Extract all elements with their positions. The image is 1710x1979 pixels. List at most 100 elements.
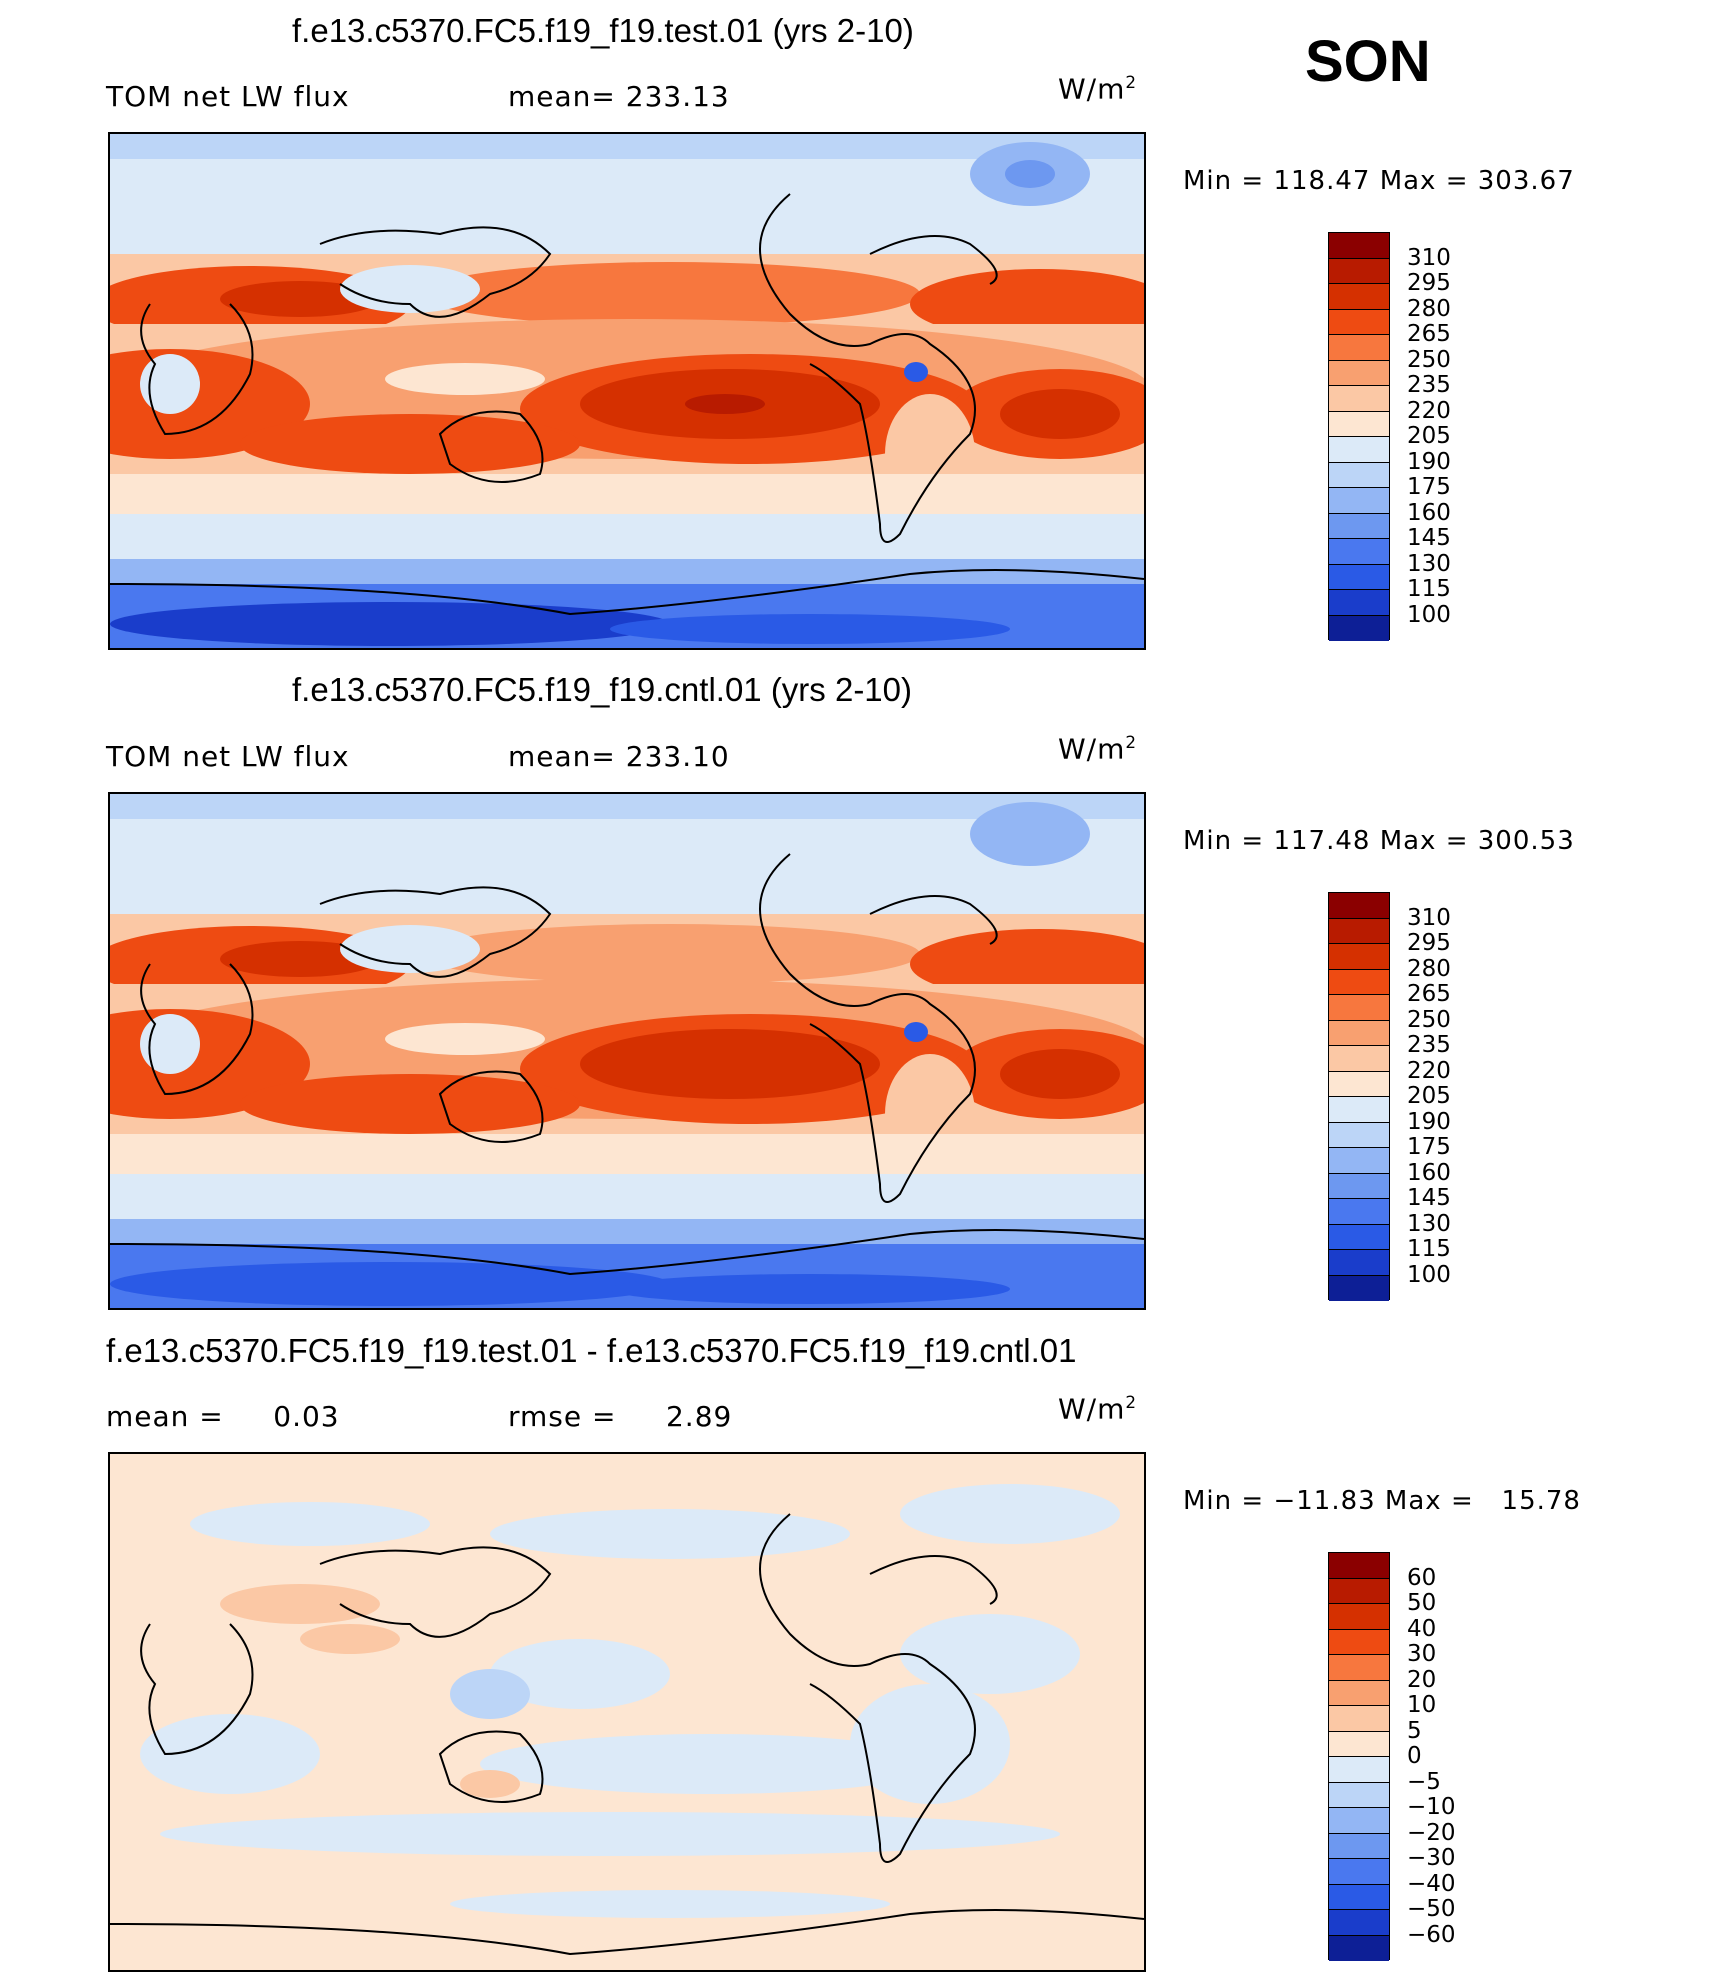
colorbar-swatch: [1329, 1046, 1389, 1072]
panel3-title: f.e13.c5370.FC5.f19_f19.test.01 - f.e13.…: [106, 1332, 1077, 1369]
colorbar-swatch: [1329, 1578, 1389, 1604]
panel2-title: f.e13.c5370.FC5.f19_f19.cntl.01 (yrs 2-1…: [292, 671, 913, 708]
colorbar-swatch: [1329, 1122, 1389, 1148]
colorbar-tick-label: 190: [1407, 448, 1451, 475]
panel2-colorbar: [1328, 892, 1390, 1301]
panel3-minmax: Min = −11.83 Max = 15.78: [1183, 1486, 1581, 1516]
colorbar-tick-label: 100: [1407, 601, 1451, 628]
panel2-mean-label: mean= 233.10: [508, 740, 730, 773]
colorbar-tick-label: 130: [1407, 550, 1451, 577]
panel1-title: f.e13.c5370.FC5.f19_f19.test.01 (yrs 2-1…: [292, 12, 914, 49]
colorbar-tick-label: 145: [1407, 1185, 1451, 1211]
colorbar-swatch: [1329, 1731, 1389, 1757]
colorbar-swatch: [1329, 1020, 1389, 1046]
colorbar-swatch: [1329, 1604, 1389, 1630]
colorbar-swatch: [1329, 1655, 1389, 1681]
panel2-map-svg: [110, 794, 1144, 1308]
colorbar-swatch: [1329, 1859, 1389, 1885]
panel2-units: W/m2: [1058, 732, 1138, 766]
colorbar-tick-label: 30: [1407, 1641, 1437, 1667]
colorbar-tick-label: 175: [1407, 1134, 1451, 1160]
colorbar-swatch: [1329, 590, 1389, 616]
panel1-variable-label: TOM net LW flux: [106, 80, 350, 113]
colorbar-tick-label: 265: [1407, 981, 1451, 1007]
colorbar-swatch: [1329, 335, 1389, 361]
colorbar-tick-label: 295: [1407, 930, 1451, 956]
colorbar-tick-label: 220: [1407, 1057, 1451, 1084]
colorbar-tick-label: 265: [1407, 321, 1451, 347]
colorbar-swatch: [1329, 1097, 1389, 1123]
colorbar-tick-label: 205: [1407, 423, 1451, 449]
colorbar-tick-label: 175: [1407, 474, 1451, 500]
panel1-units: W/m2: [1058, 72, 1138, 106]
colorbar-tick-label: −30: [1407, 1845, 1456, 1871]
colorbar-swatch: [1329, 1680, 1389, 1706]
colorbar-swatch: [1329, 462, 1389, 488]
panel2-variable-label: TOM net LW flux: [106, 740, 350, 773]
colorbar-swatch: [1329, 411, 1389, 437]
colorbar-swatch: [1329, 1935, 1389, 1961]
panel3-colorbar: [1328, 1552, 1390, 1961]
colorbar-tick-label: 50: [1407, 1590, 1437, 1616]
panel3-map: [108, 1452, 1146, 1972]
colorbar-tick-label: 145: [1407, 525, 1451, 551]
colorbar-tick-label: 160: [1407, 1159, 1451, 1186]
colorbar-tick-label: 280: [1407, 295, 1451, 322]
panel3-mean-label: mean = 0.03: [106, 1400, 340, 1433]
colorbar-tick-label: 250: [1407, 346, 1451, 373]
colorbar-swatch: [1329, 539, 1389, 565]
colorbar-tick-label: 10: [1407, 1692, 1437, 1718]
colorbar-swatch: [1329, 437, 1389, 463]
colorbar-tick-label: 115: [1407, 1236, 1451, 1262]
colorbar-swatch: [1329, 564, 1389, 590]
colorbar-tick-label: 5: [1407, 1717, 1422, 1744]
colorbar-tick-label: −60: [1407, 1921, 1456, 1948]
panel1-colorbar: [1328, 232, 1390, 641]
panel1-map: [108, 132, 1146, 650]
colorbar-swatch: [1329, 1173, 1389, 1199]
colorbar-swatch: [1329, 1553, 1389, 1579]
colorbar-swatch: [1329, 893, 1389, 919]
colorbar-tick-label: 220: [1407, 397, 1451, 424]
colorbar-swatch: [1329, 995, 1389, 1021]
colorbar-swatch: [1329, 1250, 1389, 1276]
colorbar-tick-label: 0: [1407, 1743, 1422, 1769]
colorbar-tick-label: −5: [1407, 1768, 1441, 1795]
colorbar-tick-label: 190: [1407, 1108, 1451, 1135]
colorbar-swatch: [1329, 233, 1389, 259]
panel1-minmax: Min = 118.47 Max = 303.67: [1183, 166, 1575, 196]
colorbar-tick-label: 280: [1407, 955, 1451, 982]
season-label: SON: [1305, 29, 1431, 94]
colorbar-swatch: [1329, 1148, 1389, 1174]
colorbar-tick-label: 130: [1407, 1210, 1451, 1237]
colorbar-tick-label: 160: [1407, 499, 1451, 526]
panel3-units: W/m2: [1058, 1392, 1138, 1426]
colorbar-swatch: [1329, 1757, 1389, 1783]
colorbar-tick-label: −10: [1407, 1794, 1456, 1820]
colorbar-swatch: [1329, 1275, 1389, 1301]
colorbar-swatch: [1329, 488, 1389, 514]
colorbar-swatch: [1329, 309, 1389, 335]
colorbar-swatch: [1329, 1808, 1389, 1834]
panel3-rmse-label: rmse = 2.89: [508, 1400, 733, 1433]
colorbar-tick-label: 310: [1407, 244, 1451, 271]
colorbar-swatch: [1329, 918, 1389, 944]
colorbar-swatch: [1329, 258, 1389, 284]
colorbar-swatch: [1329, 1071, 1389, 1097]
colorbar-swatch: [1329, 1833, 1389, 1859]
panel2-map: [108, 792, 1146, 1310]
colorbar-swatch: [1329, 1199, 1389, 1225]
colorbar-swatch: [1329, 1706, 1389, 1732]
colorbar-tick-label: 115: [1407, 576, 1451, 602]
colorbar-tick-label: 20: [1407, 1666, 1437, 1693]
colorbar-swatch: [1329, 1782, 1389, 1808]
colorbar-tick-label: 205: [1407, 1083, 1451, 1109]
colorbar-swatch: [1329, 386, 1389, 412]
colorbar-tick-label: 100: [1407, 1261, 1451, 1288]
colorbar-tick-label: 60: [1407, 1564, 1437, 1591]
colorbar-swatch: [1329, 969, 1389, 995]
colorbar-swatch: [1329, 1884, 1389, 1910]
colorbar-swatch: [1329, 615, 1389, 641]
colorbar-tick-label: −20: [1407, 1819, 1456, 1846]
panel3-map-svg: [110, 1454, 1144, 1970]
